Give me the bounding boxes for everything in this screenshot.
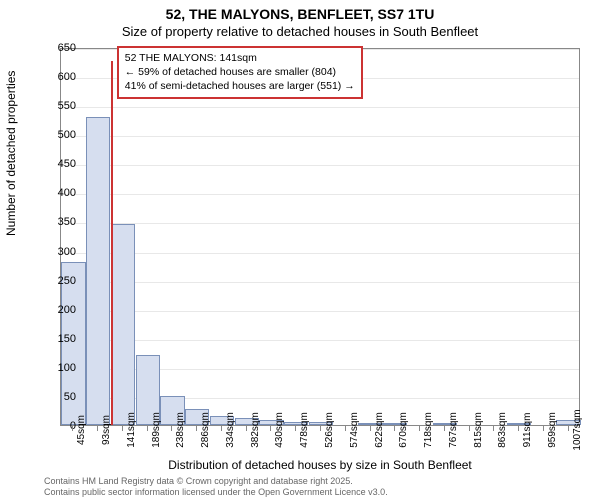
x-axis-label: Distribution of detached houses by size … [60, 458, 580, 472]
x-tick-mark [444, 426, 445, 431]
footnote-line1: Contains HM Land Registry data © Crown c… [44, 476, 388, 487]
x-tick-mark [419, 426, 420, 431]
info-line1: 52 THE MALYONS: 141sqm [125, 51, 355, 65]
y-tick-label: 450 [36, 158, 76, 170]
chart-title: 52, THE MALYONS, BENFLEET, SS7 1TU [0, 6, 600, 22]
x-tick-mark [171, 426, 172, 431]
x-tick-label: 45sqm [76, 415, 87, 445]
gridline [61, 136, 579, 137]
x-tick-label: 430sqm [274, 412, 285, 448]
y-tick-label: 0 [36, 420, 76, 432]
x-tick-label: 382sqm [250, 412, 261, 448]
x-tick-mark [122, 426, 123, 431]
x-tick-label: 574sqm [349, 412, 360, 448]
y-tick-label: 650 [36, 42, 76, 54]
y-tick-label: 550 [36, 100, 76, 112]
gridline [61, 223, 579, 224]
gridline [61, 282, 579, 283]
gridline [61, 311, 579, 312]
footnote-line2: Contains public sector information licen… [44, 487, 388, 498]
x-tick-label: 238sqm [175, 412, 186, 448]
x-tick-mark [72, 426, 73, 431]
x-tick-mark [295, 426, 296, 431]
x-tick-label: 718sqm [423, 412, 434, 448]
x-tick-mark [568, 426, 569, 431]
plot-area: 52 THE MALYONS: 141sqm← 59% of detached … [60, 48, 580, 426]
x-tick-label: 863sqm [497, 412, 508, 448]
x-tick-mark [196, 426, 197, 431]
gridline [61, 340, 579, 341]
y-tick-label: 250 [36, 275, 76, 287]
x-tick-mark [246, 426, 247, 431]
bar [86, 117, 110, 425]
x-tick-label: 93sqm [101, 415, 112, 445]
x-tick-label: 959sqm [547, 412, 558, 448]
x-tick-label: 911sqm [522, 413, 533, 448]
x-tick-label: 1007sqm [572, 409, 583, 450]
x-tick-label: 189sqm [151, 412, 162, 448]
x-tick-label: 815sqm [473, 412, 484, 448]
x-tick-label: 286sqm [200, 412, 211, 448]
x-tick-label: 670sqm [398, 412, 409, 448]
y-tick-label: 600 [36, 71, 76, 83]
chart-container: 52, THE MALYONS, BENFLEET, SS7 1TU Size … [0, 0, 600, 500]
x-tick-mark [370, 426, 371, 431]
y-tick-label: 300 [36, 246, 76, 258]
x-tick-mark [518, 426, 519, 431]
x-tick-mark [345, 426, 346, 431]
chart-subtitle: Size of property relative to detached ho… [0, 24, 600, 39]
x-tick-mark [147, 426, 148, 431]
y-tick-label: 150 [36, 333, 76, 345]
gridline [61, 253, 579, 254]
x-tick-mark [394, 426, 395, 431]
x-tick-label: 767sqm [448, 412, 459, 448]
y-axis-label: Number of detached properties [4, 71, 18, 236]
x-tick-label: 526sqm [324, 412, 335, 448]
info-box: 52 THE MALYONS: 141sqm← 59% of detached … [117, 46, 363, 99]
bar [111, 224, 135, 425]
footnote: Contains HM Land Registry data © Crown c… [44, 476, 388, 498]
gridline [61, 107, 579, 108]
x-tick-label: 622sqm [374, 412, 385, 448]
x-tick-mark [493, 426, 494, 431]
x-tick-mark [97, 426, 98, 431]
marker-line [111, 61, 113, 425]
x-tick-mark [221, 426, 222, 431]
gridline [61, 194, 579, 195]
x-tick-label: 334sqm [225, 412, 236, 448]
x-tick-mark [270, 426, 271, 431]
y-tick-label: 100 [36, 362, 76, 374]
info-line3: 41% of semi-detached houses are larger (… [125, 79, 355, 93]
x-tick-mark [469, 426, 470, 431]
info-line2: ← 59% of detached houses are smaller (80… [125, 65, 355, 79]
y-tick-label: 200 [36, 304, 76, 316]
y-tick-label: 50 [36, 391, 76, 403]
gridline [61, 165, 579, 166]
x-tick-mark [543, 426, 544, 431]
x-tick-label: 478sqm [299, 412, 310, 448]
y-tick-label: 400 [36, 187, 76, 199]
y-tick-label: 500 [36, 129, 76, 141]
x-tick-mark [320, 426, 321, 431]
y-tick-label: 350 [36, 216, 76, 228]
x-tick-label: 141sqm [126, 412, 137, 448]
